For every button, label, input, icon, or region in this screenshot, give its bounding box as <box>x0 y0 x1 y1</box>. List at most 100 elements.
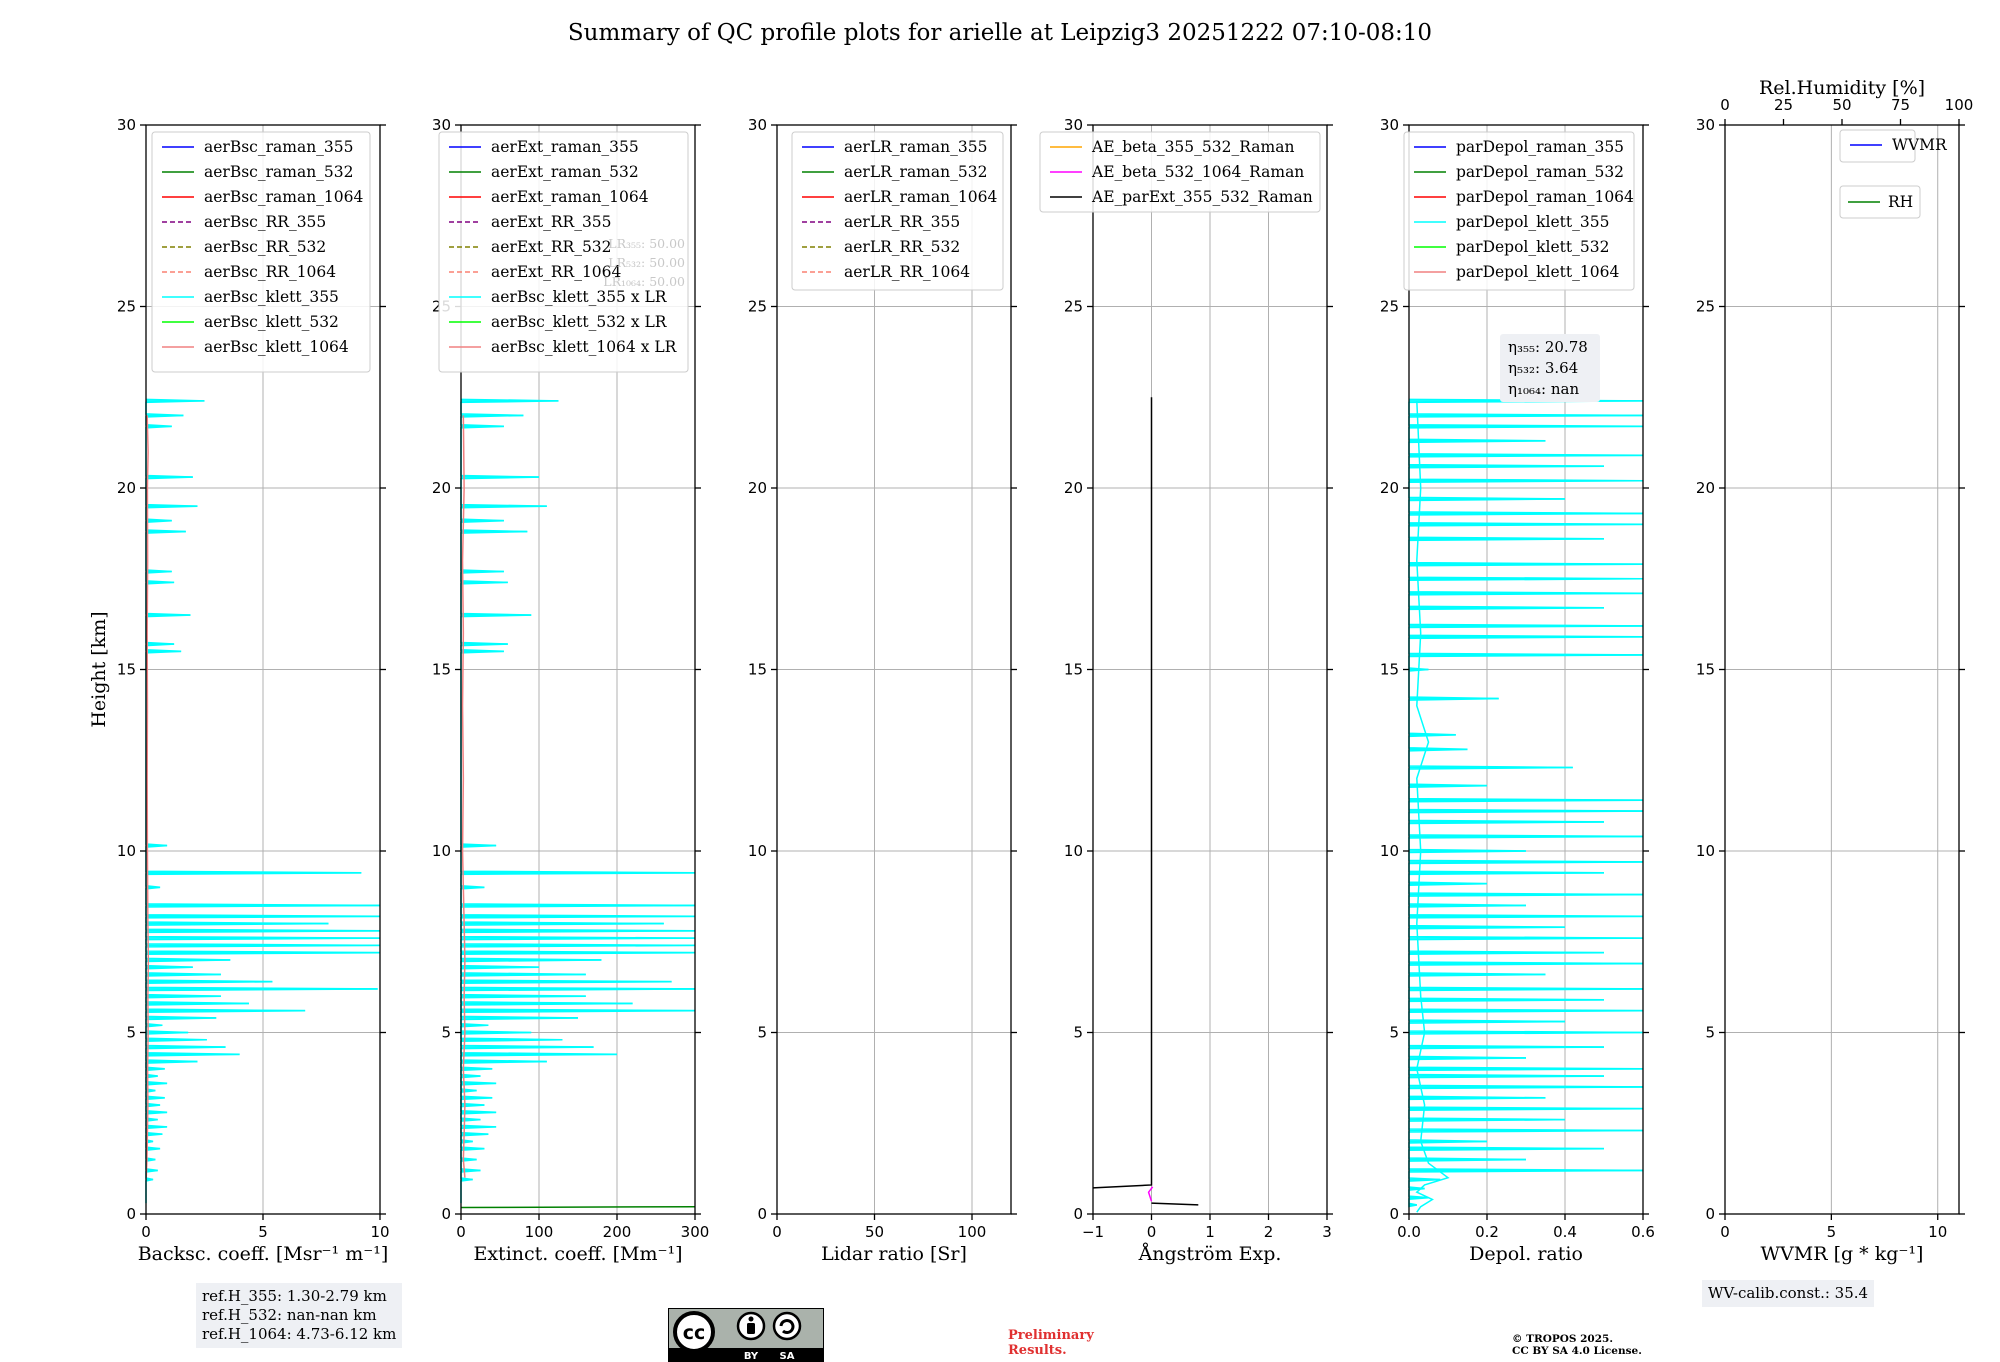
bsc-ytick-label: 0 <box>126 1205 136 1223</box>
lr-legend-label: aerLR_raman_532 <box>844 163 987 181</box>
depol-legend-box <box>1403 131 1635 291</box>
sa-share-arrow <box>779 1319 795 1334</box>
ext-xtick-label: 200 <box>603 1223 632 1241</box>
ae-ytick-label: 15 <box>1064 661 1083 679</box>
wv-xtick-label: 10 <box>1928 1223 1947 1241</box>
lr-ytick-label: 0 <box>757 1205 767 1223</box>
depol-series-parDepol_klett_355 <box>1408 398 1644 1208</box>
lr-legend-label: aerLR_RR_1064 <box>844 263 970 281</box>
ext-series-aerBsc_klett_355 x LR <box>460 398 696 1204</box>
depol-ytick-label: 0 <box>1389 1205 1399 1223</box>
ae-curve-AE_parExt_355_532_Raman-low <box>1151 1202 1199 1206</box>
ae-legend-box <box>1039 131 1321 213</box>
ext-legend-label: aerExt_RR_1064 <box>491 263 622 281</box>
bsc-legend-label: aerBsc_klett_532 <box>204 313 339 331</box>
ae-curve-AE_parExt_355_532_Raman <box>1092 397 1153 1189</box>
depol-curve-parDepol_klett_355-base <box>1415 400 1450 1213</box>
ext-legend-label: aerExt_raman_355 <box>491 138 639 156</box>
ext-ytick-label: 30 <box>432 116 451 134</box>
lr-legend-label: aerLR_RR_532 <box>844 238 960 256</box>
ext-legend-label: aerExt_raman_1064 <box>491 188 649 206</box>
depol-legend-label: parDepol_klett_532 <box>1456 238 1609 256</box>
rh-top-axis-label: Rel.Humidity [%] <box>1759 77 1925 99</box>
depol-legend-label: parDepol_raman_1064 <box>1456 188 1634 206</box>
depol-ytick-label: 25 <box>1380 298 1399 316</box>
ae-xtick-label: 3 <box>1322 1223 1332 1241</box>
wv-ytick-label: 25 <box>1696 298 1715 316</box>
depol-legend-label: parDepol_klett_1064 <box>1456 263 1619 281</box>
cc-sa-label: SA <box>780 1351 795 1362</box>
lr-annotation: LR₃₅₅: 50.00 <box>608 236 685 251</box>
bsc-legend-label: aerBsc_raman_1064 <box>204 188 364 206</box>
lr-ytick-label: 30 <box>748 116 767 134</box>
ae-curve-AE_beta_532_1064_Raman <box>1147 1186 1154 1202</box>
ext-legend-box <box>438 131 689 373</box>
reference-height-box: ref.H_355: 1.30-2.79 km ref.H_532: nan-n… <box>196 1283 403 1348</box>
bsc-ytick-label: 20 <box>117 479 136 497</box>
bsc-ytick-label: 5 <box>126 1024 136 1042</box>
ae-ytick-label: 5 <box>1073 1024 1083 1042</box>
depol-series-line <box>1408 398 1644 1208</box>
lr-xaxis-label: Lidar ratio [Sr] <box>821 1243 967 1265</box>
cc-logo-bar <box>669 1348 823 1361</box>
preliminary-line-2: Results. <box>1008 1343 1067 1358</box>
rh-legend-label: RH <box>1888 193 1913 211</box>
bsc-ytick-label: 30 <box>117 116 136 134</box>
ext-xtick-label: 300 <box>681 1223 710 1241</box>
rh-top-xtick-label: 0 <box>1720 96 1730 114</box>
lr-legend-label: aerLR_RR_355 <box>844 213 960 231</box>
depol-xaxis-label: Depol. ratio <box>1469 1243 1583 1265</box>
ext-ytick-label: 5 <box>441 1024 451 1042</box>
bsc-legend-label: aerBsc_RR_532 <box>204 238 326 256</box>
ext-ytick-label: 0 <box>441 1205 451 1223</box>
ae-ytick-label: 10 <box>1064 842 1083 860</box>
depol-ytick-label: 10 <box>1380 842 1399 860</box>
ext-legend-label: aerBsc_klett_355 x LR <box>491 288 668 306</box>
depol-xtick-label: 0.2 <box>1475 1223 1499 1241</box>
depol-xtick-label: 0.6 <box>1631 1223 1655 1241</box>
bsc-xtick-label: 5 <box>258 1223 268 1241</box>
y-axis-label: Height [km] <box>88 611 110 727</box>
depol-ytick-label: 15 <box>1380 661 1399 679</box>
by-person-body <box>747 1323 755 1334</box>
depol-ytick-label: 30 <box>1380 116 1399 134</box>
lr-legend-label: aerLR_raman_1064 <box>844 188 997 206</box>
depol-legend-label: parDepol_raman_532 <box>1456 163 1624 181</box>
preliminary-results-note: Preliminary Results. <box>1008 1328 1094 1358</box>
ext-xaxis-label: Extinct. coeff. [Mm⁻¹] <box>473 1243 682 1265</box>
eta-box <box>1500 334 1600 402</box>
bsc-curve-aerBsc_klett_1064 <box>145 415 150 1178</box>
lr-ytick-label: 20 <box>748 479 767 497</box>
by-person-head <box>748 1316 754 1322</box>
ext-ytick-label: 10 <box>432 842 451 860</box>
cc-by-label: BY <box>744 1351 759 1362</box>
wv-ytick-label: 10 <box>1696 842 1715 860</box>
depol-legend-label: parDepol_klett_355 <box>1456 213 1609 231</box>
wv-ytick-label: 30 <box>1696 116 1715 134</box>
ae-xtick-label: −1 <box>1082 1223 1104 1241</box>
rh-top-xtick-label: 75 <box>1891 96 1910 114</box>
depol-legend-label: parDepol_raman_355 <box>1456 138 1624 156</box>
bsc-legend-label: aerBsc_klett_1064 <box>204 338 349 356</box>
wv-calib-constant: WV-calib.const.: 35.4 <box>1708 1284 1869 1302</box>
bsc-ytick-label: 10 <box>117 842 136 860</box>
wv-xaxis-label: WVMR [g * kg⁻¹] <box>1761 1243 1924 1265</box>
eta-value: η₁₀₆₄: nan <box>1508 380 1579 398</box>
bsc-ytick-label: 25 <box>117 298 136 316</box>
lr-legend-box <box>791 131 1004 291</box>
wv-xtick-label: 0 <box>1720 1223 1730 1241</box>
lr-legend-label: aerLR_raman_355 <box>844 138 987 156</box>
copyright-line-1: © TROPOS 2025. <box>1512 1333 1614 1345</box>
ae-xtick-label: 2 <box>1264 1223 1274 1241</box>
refh-355: ref.H_355: 1.30-2.79 km <box>202 1287 387 1305</box>
rh-top-xtick-label: 50 <box>1832 96 1851 114</box>
bsc-legend-label: aerBsc_RR_1064 <box>204 263 336 281</box>
ext-xtick-label: 0 <box>456 1223 466 1241</box>
ae-xtick-label: 1 <box>1205 1223 1215 1241</box>
ext-xtick-label: 100 <box>525 1223 554 1241</box>
refh-1064: ref.H_1064: 4.73-6.12 km <box>202 1325 397 1343</box>
bsc-xtick-label: 10 <box>370 1223 389 1241</box>
cc-icon-text: cc <box>683 1322 706 1344</box>
lr-ytick-label: 25 <box>748 298 767 316</box>
ae-ytick-label: 0 <box>1073 1205 1083 1223</box>
